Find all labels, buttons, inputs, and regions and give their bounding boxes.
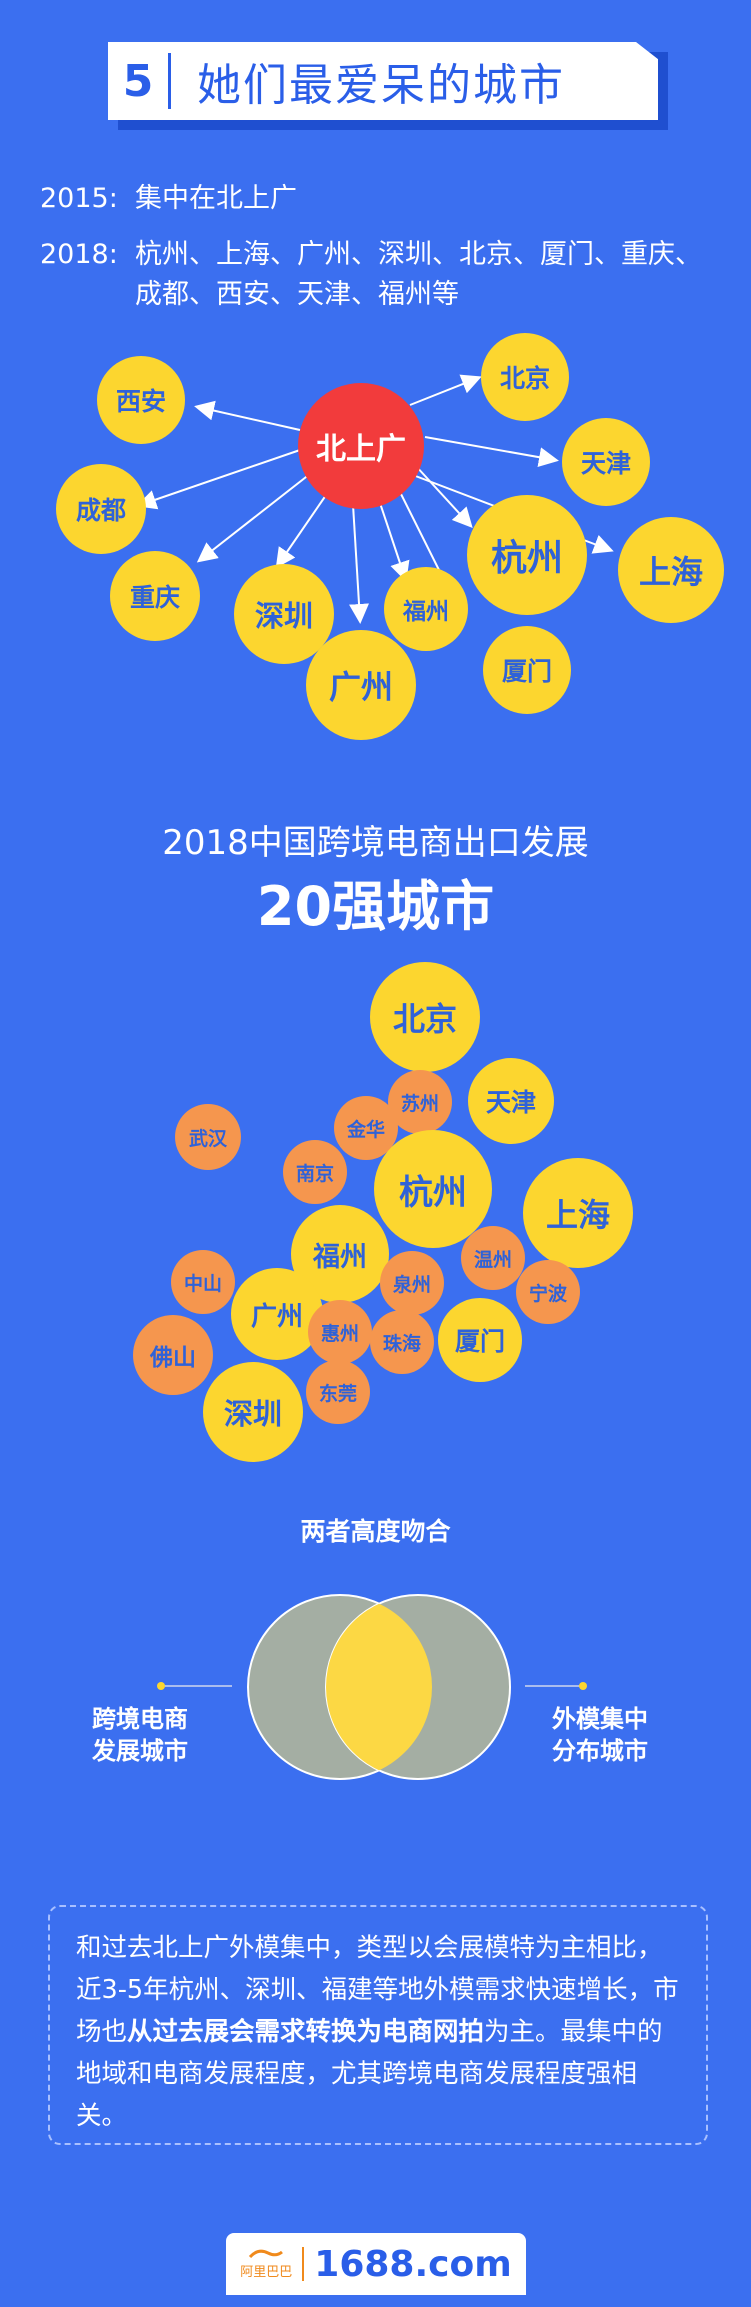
bubble2-nanjing: 南京 bbox=[283, 1140, 347, 1204]
header-divider bbox=[168, 53, 171, 109]
bubble2-hangzhou: 杭州 bbox=[374, 1130, 492, 1248]
bubble2-shenzhen: 深圳 bbox=[203, 1362, 303, 1462]
arrow-to-xian bbox=[194, 400, 301, 431]
bubble-guangzhou: 广州 bbox=[306, 630, 416, 740]
bubble2-tianjin: 天津 bbox=[468, 1058, 554, 1144]
arrow-to-chengdu bbox=[136, 449, 301, 510]
timeline-2015: 2015: 集中在北上广 bbox=[40, 183, 297, 214]
section2-headline: 20强城市 bbox=[256, 875, 495, 938]
bubble-center-beishangguang: 北上广 bbox=[298, 383, 424, 509]
bubble-beijing: 北京 bbox=[481, 333, 569, 421]
bubble-xian: 西安 bbox=[97, 356, 185, 444]
section-header: 5 她们最爱呆的城市 bbox=[108, 42, 658, 120]
footer-logo: 阿里巴巴 1688.com bbox=[226, 2233, 526, 2295]
bubble2-jinhua: 金华 bbox=[334, 1096, 398, 1160]
bubble-hangzhou: 杭州 bbox=[467, 495, 587, 615]
venn-right-dot bbox=[579, 1682, 587, 1690]
summary-box: 和过去北上广外模集中，类型以会展模特为主相比，近3-5年杭州、深圳、福建等地外模… bbox=[48, 1905, 708, 2145]
timeline-2018-cont: 成都、西安、天津、福州等 bbox=[135, 279, 459, 310]
venn-left-dot bbox=[157, 1682, 165, 1690]
bubble2-ningbo: 宁波 bbox=[516, 1260, 580, 1324]
venn-overlap bbox=[326, 1595, 432, 1779]
bubble2-xiamen: 厦门 bbox=[438, 1298, 522, 1382]
venn-diagram bbox=[157, 1594, 587, 1780]
alibaba-logo-icon: 阿里巴巴 bbox=[240, 2248, 292, 2280]
bubble2-shanghai: 上海 bbox=[523, 1158, 633, 1268]
venn-right-label: 外模集中 分布城市 bbox=[552, 1705, 648, 1765]
bubble2-foshan: 佛山 bbox=[133, 1315, 213, 1395]
bubble-tianjin: 天津 bbox=[562, 418, 650, 506]
arrow-to-tianjin bbox=[424, 436, 559, 468]
bubble-fuzhou: 福州 bbox=[384, 567, 468, 651]
bubble2-guangzhou: 广州 bbox=[231, 1268, 323, 1360]
bubble2-zhuhai: 珠海 bbox=[370, 1310, 434, 1374]
arrow-to-hangzhou bbox=[414, 464, 473, 528]
bubble2-suzhou: 苏州 bbox=[388, 1070, 452, 1134]
bubble2-quanzhou: 泉州 bbox=[380, 1251, 444, 1315]
arrow-to-chongqing bbox=[196, 469, 316, 563]
summary-text-1: 和过去北上广外模集中，类型以会展模特为主相比，近3-5年杭州、深圳、福建等地外模… bbox=[76, 1933, 679, 2047]
logo-divider bbox=[302, 2247, 305, 2281]
bubble2-wuhan: 武汉 bbox=[175, 1104, 241, 1170]
section-title: 她们最爱呆的城市 bbox=[197, 60, 565, 111]
bubble-chengdu: 成都 bbox=[56, 464, 146, 554]
venn-left-label: 跨境电商 发展城市 bbox=[92, 1705, 188, 1765]
section2-title: 2018中国跨境电商出口发展 bbox=[162, 823, 589, 863]
venn-title: 两者高度吻合 bbox=[300, 1517, 451, 1546]
summary-text-bold: 从过去展会需求转换为电商网拍 bbox=[127, 2017, 485, 2047]
bubble2-zhongshan: 中山 bbox=[171, 1250, 235, 1314]
section-number: 5 bbox=[122, 55, 154, 107]
logo-1688-text: 1688.com bbox=[314, 2243, 512, 2285]
summary-text-2: 为主。最集中的地域和电商发展程度，尤其跨境电商发展程度强相关。 bbox=[76, 2017, 663, 2131]
bubble2-beijing: 北京 bbox=[370, 962, 480, 1072]
arrow-to-guangzhou bbox=[349, 487, 370, 624]
bubble2-wenzhou: 温州 bbox=[461, 1226, 525, 1290]
bubble-shenzhen: 深圳 bbox=[234, 564, 334, 664]
timeline-2018: 2018: 杭州、上海、广州、深圳、北京、厦门、重庆、 bbox=[40, 239, 702, 270]
bubble-chongqing: 重庆 bbox=[110, 551, 200, 641]
bubble2-dongguan: 东莞 bbox=[306, 1360, 370, 1424]
bubble2-huizhou: 惠州 bbox=[308, 1300, 372, 1364]
bubble-shanghai: 上海 bbox=[618, 517, 724, 623]
arrow-to-beijing bbox=[409, 374, 482, 406]
bubble-xiamen: 厦门 bbox=[483, 626, 571, 714]
